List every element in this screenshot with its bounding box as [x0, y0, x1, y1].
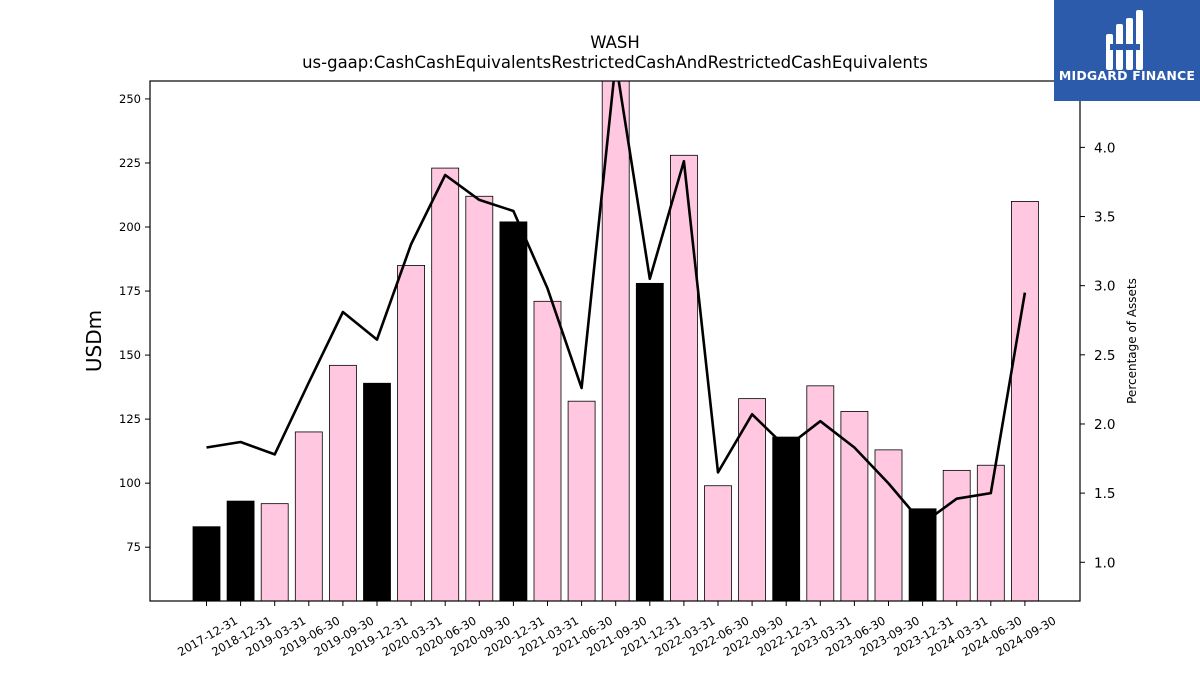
y-tick-label: 200: [119, 220, 141, 234]
bar: [431, 167, 460, 601]
y-right-tick-label: 1.5: [1094, 486, 1115, 502]
midgard-finance-logo: MIDGARD FINANCE: [1054, 0, 1200, 101]
y-right-tick-label: 3.0: [1094, 279, 1115, 295]
left-axis: 75 100 125 150 175 200 225 250: [119, 92, 150, 554]
bar: [567, 400, 596, 601]
plot-frame: [149, 80, 1081, 602]
y-tick-label: 150: [119, 348, 141, 362]
y-tick-label: 125: [119, 412, 141, 426]
y-right-tick-label: 2.0: [1094, 417, 1115, 433]
y-right-tick-label: 4.0: [1094, 140, 1115, 156]
chart-title: WASH: [590, 33, 640, 52]
bar: [942, 469, 971, 601]
percentage-line: [206, 81, 1027, 525]
y-right-tick-label: 3.5: [1094, 210, 1115, 226]
line-series: [206, 81, 1027, 525]
y-tick-label: 75: [126, 540, 141, 554]
bar: [397, 265, 426, 601]
y-axis-label-right: Percentage of Assets: [1125, 278, 1139, 404]
y-tick-label: 250: [119, 92, 141, 106]
chart-subtitle: us-gaap:CashCashEquivalentsRestrictedCas…: [302, 53, 928, 72]
bar: [772, 436, 801, 601]
bar: [294, 431, 323, 601]
bar: [635, 282, 664, 601]
bar: [499, 221, 528, 601]
bar: [1011, 200, 1039, 601]
y-right-tick-label: 1.0: [1094, 555, 1115, 571]
y-tick-label: 225: [119, 156, 141, 170]
bar: [840, 411, 869, 601]
bar: [328, 364, 357, 601]
bar: [192, 526, 221, 601]
bar: [465, 195, 494, 601]
bar-series: [192, 81, 1039, 601]
bar: [738, 398, 766, 601]
bar: [601, 81, 630, 601]
y-tick-label: 175: [119, 284, 141, 298]
bar: [533, 300, 562, 601]
y-tick-label: 100: [119, 476, 141, 490]
bar: [806, 385, 835, 601]
bar: [363, 382, 391, 601]
right-axis: 1.0 1.5 2.0 2.5 3.0 3.5 4.0: [1080, 140, 1115, 571]
y-right-tick-label: 2.5: [1094, 348, 1115, 364]
logo-text: MIDGARD FINANCE: [1058, 68, 1196, 83]
bar: [670, 154, 698, 601]
x-axis: 2017-12-312018-12-312019-03-312019-06-30…: [175, 601, 1058, 659]
midgard-logo-icon: [1106, 10, 1143, 70]
bar: [704, 485, 732, 601]
y-axis-label: USDm: [82, 310, 106, 372]
bar: [260, 503, 289, 601]
bar: [226, 500, 255, 601]
